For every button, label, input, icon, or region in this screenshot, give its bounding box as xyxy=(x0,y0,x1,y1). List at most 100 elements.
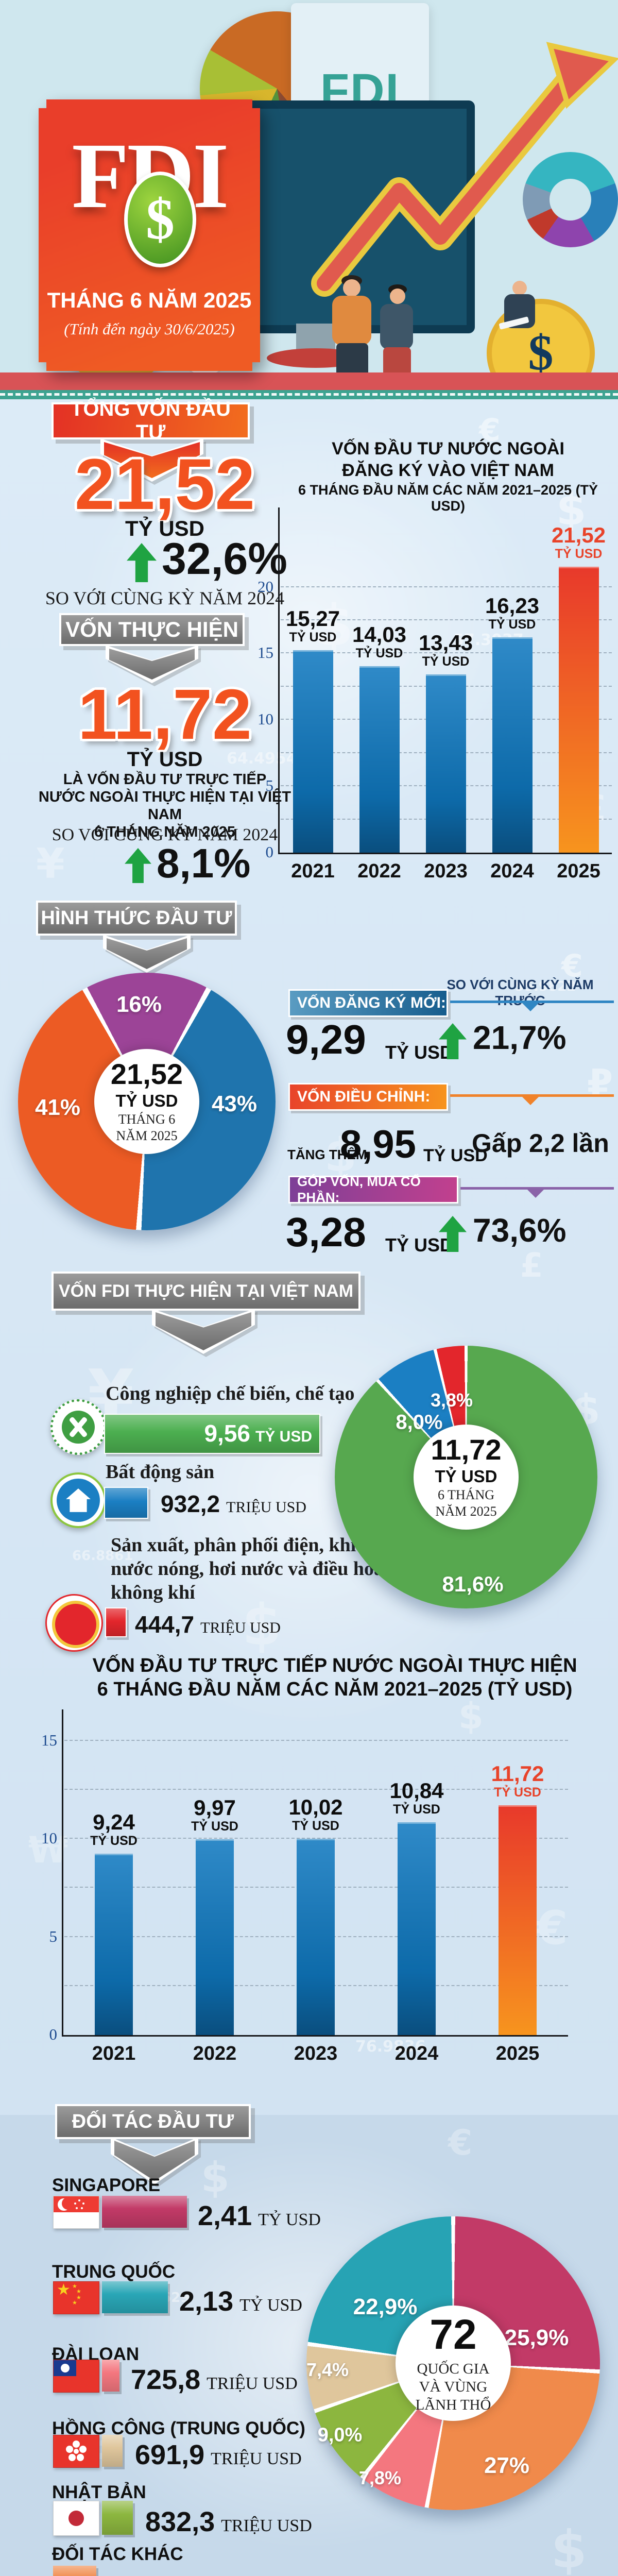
y-axis-tick-label: 20 xyxy=(258,577,273,596)
banner-new-registered-capital: VỐN ĐĂNG KÝ MỚI: xyxy=(288,989,448,1017)
donut-center-period1: 6 THÁNG xyxy=(437,1487,495,1503)
pie-slice-label: 7,4% xyxy=(306,2359,349,2380)
donut-center-period2: NĂM 2025 xyxy=(435,1504,497,1519)
x-axis-label: 2025 xyxy=(495,2043,540,2064)
realized-desc-line2: NƯỚC NGOÀI THỰC HIỆN TẠI VIỆT NAM xyxy=(38,789,291,823)
connector-line xyxy=(450,1094,614,1097)
bar-2021 xyxy=(95,1854,133,2035)
donut-hole xyxy=(550,179,591,221)
chart2-title-line2: 6 THÁNG ĐẦU NĂM CÁC NĂM 2021–2025 (TỶ US… xyxy=(97,1679,573,1700)
banner-realized-capital: VỐN THỰC HIỆN xyxy=(59,613,245,646)
bar-2024 xyxy=(492,637,533,853)
donut-center-value: 11,72 xyxy=(431,1433,502,1466)
banner-arrow-down xyxy=(100,438,203,482)
gridline xyxy=(281,619,612,621)
sector-unit: TRIỆU USD xyxy=(200,1619,281,1636)
banner-investment-partners: ĐỐI TÁC ĐẦU TƯ xyxy=(55,2104,251,2139)
adjusted-change: Gấp 2,2 lần xyxy=(472,1129,609,1158)
banner-total-investment: TỔNG VỐN ĐẦU TƯ xyxy=(52,398,250,444)
realized-capital-unit: TỶ USD xyxy=(127,748,203,771)
badge-subtitle: THÁNG 6 NĂM 2025 xyxy=(47,288,252,312)
section-divider xyxy=(0,390,618,399)
bar-value-label: 9,24 TỶ USD xyxy=(90,1810,138,1849)
y-axis-tick-label: 15 xyxy=(258,643,273,662)
partner-value-singapore: 2,41 TỶ USD xyxy=(198,2200,321,2232)
new-registered-unit: TỶ USD xyxy=(385,1042,454,1063)
ground-strip xyxy=(0,372,618,390)
bar-chart-realized-fdi: 0 5 10 15 9,24 TỶ USD 2021 9,97 TỶ USD 2022 10,02 T… xyxy=(41,1709,568,2064)
fdi-title-badge: FDI $ THÁNG 6 NĂM 2025 (Tính đến ngày 30… xyxy=(39,99,260,371)
partner-unit: TRIỆU USD xyxy=(207,2374,298,2393)
pie-slice-label: 7,8% xyxy=(358,2467,402,2488)
donut-chart-investment-forms: 16% 43% 41% 21,52 TỶ USD THÁNG 6 NĂM 202… xyxy=(18,973,276,1230)
pie-slice-label: 22,9% xyxy=(353,2294,418,2319)
gridline xyxy=(64,1739,568,1741)
sector-value-electricity: 444,7 TRIỆU USD xyxy=(135,1611,281,1638)
sector-value-real-estate: 932,2 TRIỆU USD xyxy=(161,1490,306,1518)
bar-value-label: 10,84 TỶ USD xyxy=(389,1778,444,1817)
partner-bar-japan xyxy=(102,2501,133,2535)
adjusted-prefix: TĂNG THÊM xyxy=(287,1147,367,1162)
new-registered-change: 21,7% xyxy=(473,1019,566,1056)
partner-name-others: ĐỐI TÁC KHÁC xyxy=(52,2544,183,2564)
pie-slice-label: 81,6% xyxy=(442,1572,504,1596)
adjusted-unit: TỶ USD xyxy=(423,1146,488,1165)
bar-2022 xyxy=(196,1839,234,2035)
partner-value: 2,41 xyxy=(198,2200,252,2231)
decorative-currency-watermark: $ xyxy=(551,2519,587,2576)
x-axis-label: 2023 xyxy=(424,860,468,882)
partner-value-japan: 832,3 TRIỆU USD xyxy=(145,2506,312,2538)
partner-bar-hongkong xyxy=(102,2435,123,2467)
person-illustration xyxy=(380,284,414,390)
partner-value-china: 2,13 TỶ USD xyxy=(179,2285,302,2317)
banner-adjusted-capital: VỐN ĐIỀU CHỈNH: xyxy=(288,1083,448,1111)
bar-value-label: 16,23 TỶ USD xyxy=(485,593,540,632)
total-growth-note: SO VỚI CÙNG KỲ NĂM 2024 xyxy=(45,588,285,608)
bar-2025 xyxy=(558,567,599,853)
donut-center-line2: VÀ VÙNG xyxy=(419,2378,488,2395)
banner-arrow-down xyxy=(106,645,198,683)
contribution-change: 73,6% xyxy=(473,1212,566,1249)
chart2-title-line1: VỐN ĐẦU TƯ TRỰC TIẾP NƯỚC NGOÀI THỰC HIỆ… xyxy=(92,1655,577,1676)
bar-2023 xyxy=(297,1838,335,2035)
adjusted-value: 8,95 xyxy=(340,1123,416,1166)
pie-slice-label: 9,0% xyxy=(317,2424,363,2446)
contribution-unit: TỶ USD xyxy=(385,1234,454,1256)
gridline xyxy=(64,1838,568,1839)
dollar-coin-icon: $ xyxy=(124,172,196,267)
partner-value: 2,13 xyxy=(179,2286,234,2317)
partner-value-hongkong: 691,9 TRIỆU USD xyxy=(135,2439,302,2471)
decorative-donut-chart xyxy=(523,152,618,247)
partner-name-singapore: SINGAPORE xyxy=(52,2175,161,2195)
x-axis-label: 2022 xyxy=(357,860,401,882)
bar-value-label: 11,72 TỶ USD xyxy=(491,1761,544,1800)
decorative-currency-watermark: € xyxy=(448,2123,473,2163)
sector-value: 9,56 xyxy=(204,1420,250,1447)
donut-center-value: 21,52 xyxy=(110,1057,183,1090)
realized-capital-value: 11,72 xyxy=(78,675,252,754)
chart1-title-line1: VỐN ĐẦU TƯ NƯỚC NGOÀI xyxy=(332,439,564,459)
growth-arrow-illustration xyxy=(311,42,618,297)
bar-value-label: 9,97 TỶ USD xyxy=(191,1795,238,1834)
partner-bar-others xyxy=(53,2566,96,2576)
y-axis-tick-label: 10 xyxy=(258,710,273,728)
x-axis-label: 2021 xyxy=(92,2043,136,2064)
partner-value: 725,8 xyxy=(131,2364,201,2395)
pie-slice-label: 25,9% xyxy=(504,2325,569,2350)
partner-bar-taiwan xyxy=(102,2360,119,2392)
banner-investment-forms: HÌNH THỨC ĐẦU TƯ xyxy=(36,901,237,936)
partner-bar-china xyxy=(102,2281,168,2313)
taiwan-flag-icon xyxy=(53,2360,99,2393)
sector-unit: TỶ USD xyxy=(255,1428,312,1445)
sector-label-manufacturing: Công nghiệp chế biến, chế tạo xyxy=(106,1383,355,1404)
realized-desc-line1: LÀ VỐN ĐẦU TƯ TRỰC TIẾP xyxy=(63,771,267,788)
realized-growth-note: SO VỚI CÙNG KỲ NĂM 2024 xyxy=(52,825,278,844)
decorative-currency-watermark: ¥ xyxy=(36,840,65,888)
sector-bar-manufacturing: 9,56 TỶ USD xyxy=(104,1414,320,1454)
pie-slice-label: 8,0% xyxy=(396,1411,443,1434)
partner-value-taiwan: 725,8 TRIỆU USD xyxy=(131,2364,298,2396)
gridline xyxy=(64,1789,568,1790)
donut-center-unit: TỶ USD xyxy=(115,1091,178,1111)
connector-line xyxy=(460,1187,614,1190)
partner-value: 832,3 xyxy=(145,2506,215,2537)
